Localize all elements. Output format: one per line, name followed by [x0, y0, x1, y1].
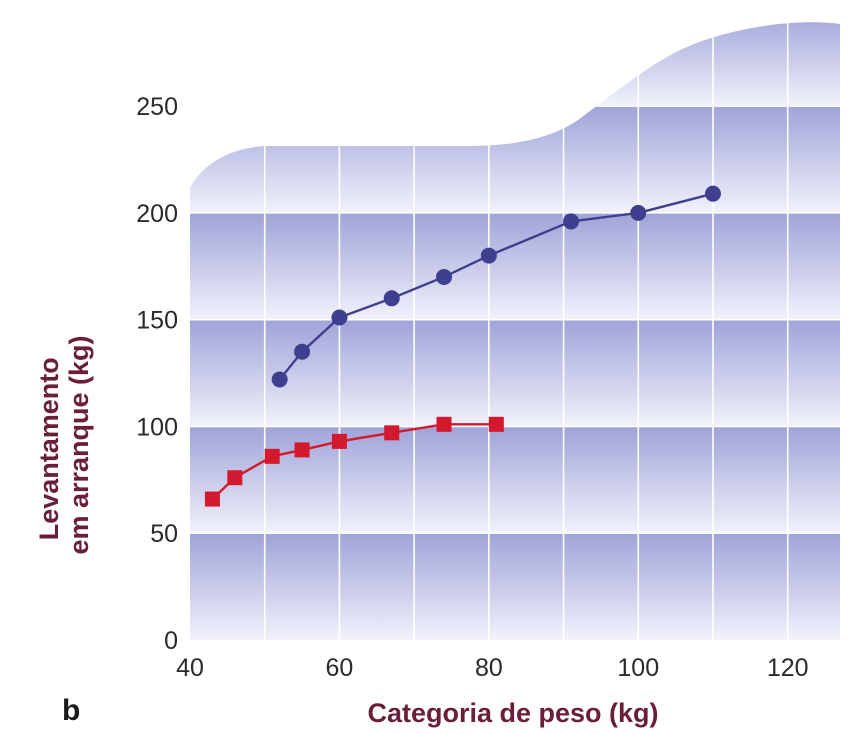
- x-tick-label: 100: [617, 654, 659, 682]
- y-tick-label: 0: [164, 627, 178, 655]
- series-0-point: [271, 371, 288, 388]
- y-tick-label: 50: [150, 520, 178, 548]
- y-axis-title-line-1: Levantamento: [34, 357, 64, 540]
- y-axis-title-line-2: em arranque (kg): [64, 335, 94, 554]
- y-tick-label: 200: [136, 200, 178, 228]
- series-0-point: [630, 204, 647, 221]
- x-tick-label: 120: [767, 654, 809, 682]
- plot-band-5: [190, 22, 840, 107]
- panel-label: b: [62, 694, 80, 727]
- series-layer: [204, 185, 721, 507]
- series-1-point: [331, 433, 347, 449]
- y-axis-title: Levantamento em arranque (kg): [34, 335, 94, 554]
- y-tick-label: 150: [136, 307, 178, 335]
- x-tick-label: 80: [475, 654, 503, 682]
- series-1-point: [264, 448, 280, 464]
- plot-band-3: [190, 212, 840, 320]
- series-0-point: [383, 290, 400, 307]
- series-0-point: [331, 309, 348, 326]
- plot-band-2: [190, 319, 840, 427]
- series-0-point: [704, 185, 721, 202]
- series-1-point: [227, 470, 243, 486]
- x-tick-label: 40: [176, 654, 204, 682]
- plot-background: [190, 22, 840, 640]
- series-1-point: [204, 491, 220, 507]
- series-0-point: [563, 213, 580, 230]
- tick-labels: 40 60 80 100 120 0 50 100 150 200 250: [136, 93, 808, 682]
- series-0-point: [436, 268, 453, 285]
- series-0-point: [294, 343, 311, 360]
- plot-band-0: [190, 533, 840, 640]
- y-tick-label: 250: [136, 93, 178, 121]
- y-tick-label: 100: [136, 413, 178, 441]
- series-1-point: [384, 425, 400, 441]
- series-0-point: [480, 247, 497, 264]
- plot-band-1: [190, 426, 840, 534]
- series-1-point: [294, 442, 310, 458]
- plot-band-4: [190, 106, 840, 213]
- x-tick-label: 60: [326, 654, 354, 682]
- x-axis-title: Categoria de peso (kg): [367, 698, 658, 728]
- series-1-point: [436, 416, 452, 432]
- series-1-point: [488, 416, 504, 432]
